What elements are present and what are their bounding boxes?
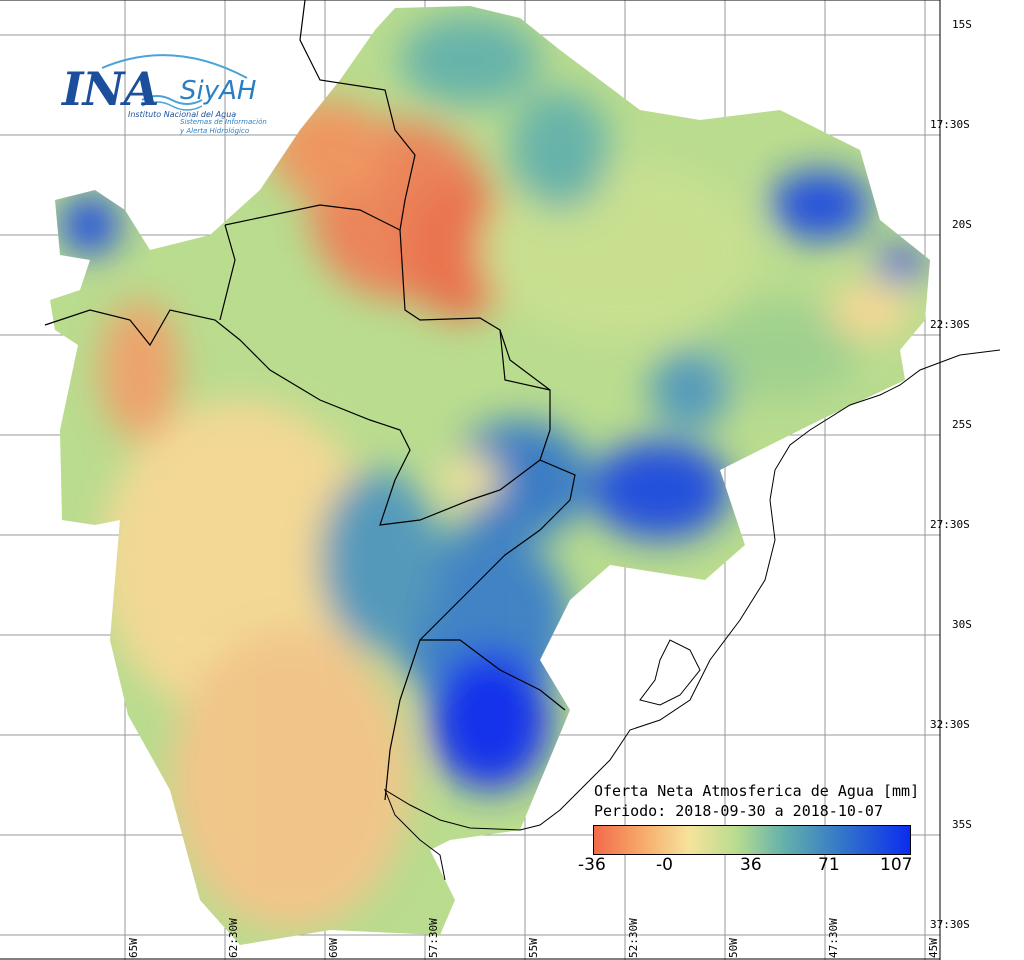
- lon-label-57-30w: 57:30W: [427, 918, 440, 958]
- lon-label-45w: 45W: [927, 938, 940, 958]
- lon-label-55w: 55W: [527, 938, 540, 958]
- logo-institute-text: Instituto Nacional del Agua: [128, 110, 237, 119]
- lat-label-15s: 15S: [952, 18, 972, 31]
- logo-system-line2: y Alerta Hidrológico: [180, 127, 250, 135]
- lat-label-22-30s: 22:30S: [930, 318, 970, 331]
- logo-system-line1: Sistemas de Información: [180, 118, 267, 126]
- lat-label-25s: 25S: [952, 418, 972, 431]
- lon-label-62-30w: 62:30W: [227, 918, 240, 958]
- lat-label-27-30s: 27:30S: [930, 518, 970, 531]
- logo-swoosh-icon: [101, 54, 248, 111]
- lat-label-20s: 20S: [952, 218, 972, 231]
- colorbar-tick-minus36: -36: [578, 855, 606, 875]
- legend-title: Oferta Neta Atmosferica de Agua [mm]: [594, 782, 920, 800]
- country-borders: [44, 0, 576, 801]
- colorbar-tick-107: 107: [880, 855, 913, 875]
- frame-ticks: [0, 0, 941, 960]
- lat-label-35s: 35S: [952, 818, 972, 831]
- logo-siyah-text: SiyAH: [180, 76, 257, 106]
- colorbar: [593, 825, 911, 855]
- lon-label-60w: 60W: [327, 938, 340, 958]
- lat-label-30s: 30S: [952, 618, 972, 631]
- lat-label-17-30s: 17:30S: [930, 118, 970, 131]
- ina-siyah-logo: INA SiyAH Instituto Nacional del Agua Si…: [62, 48, 272, 148]
- lon-label-47-30w: 47:30W: [827, 918, 840, 958]
- colorbar-tick-71: 71: [818, 855, 840, 875]
- lat-label-32-30s: 32:30S: [930, 718, 970, 731]
- colorbar-tick-36: 36: [740, 855, 762, 875]
- lon-label-65w: 65W: [127, 938, 140, 958]
- lon-label-52-30w: 52:30W: [627, 918, 640, 958]
- legend-period: Periodo: 2018-09-30 a 2018-10-07: [594, 802, 883, 820]
- logo-ina-text: INA: [62, 62, 159, 116]
- colorbar-tick-zero: -0: [656, 855, 673, 875]
- lat-label-37-30s: 37:30S: [930, 918, 970, 931]
- coastline: [383, 349, 1001, 881]
- lon-label-50w: 50W: [727, 938, 740, 958]
